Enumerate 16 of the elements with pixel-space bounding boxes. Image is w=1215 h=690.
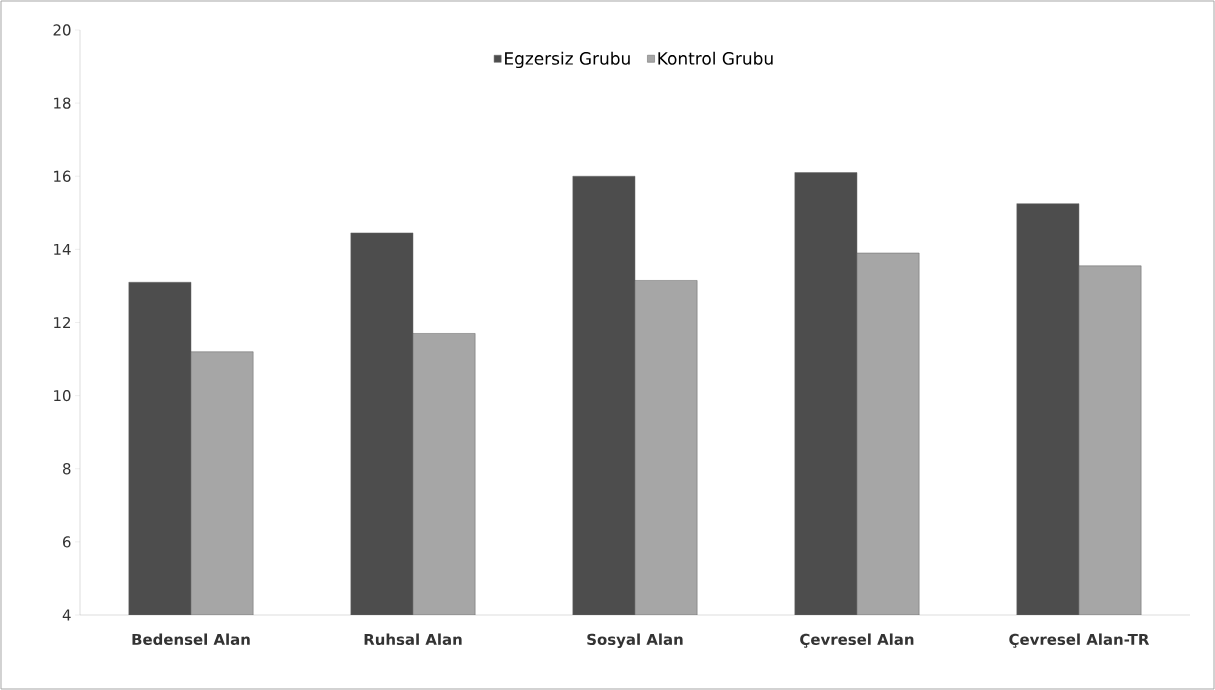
- y-tick-label: 14: [54, 243, 71, 255]
- x-tick-label: Çevresel Alan: [800, 633, 914, 648]
- y-tick-label: 16: [54, 170, 71, 182]
- x-tick-label: Sosyal Alan: [587, 633, 683, 649]
- y-tick-label: 18: [54, 97, 71, 109]
- y-tick-label: 8: [63, 463, 71, 475]
- legend-label: Kontrol Grubu: [658, 51, 773, 65]
- y-tick-label: 6: [63, 536, 71, 548]
- y-tick-label: 12: [54, 316, 70, 329]
- x-tick-label: Bedensel Alan: [132, 633, 250, 646]
- y-tick-label: 10: [54, 389, 71, 402]
- x-tick-label: Çevresel Alan-TR: [1009, 633, 1150, 648]
- x-tick-label: Ruhsal Alan: [364, 633, 462, 646]
- legend-label: Egzersiz Grubu: [505, 51, 630, 69]
- y-tick-label: 4: [62, 609, 71, 621]
- y-tick-label: 20: [53, 24, 71, 36]
